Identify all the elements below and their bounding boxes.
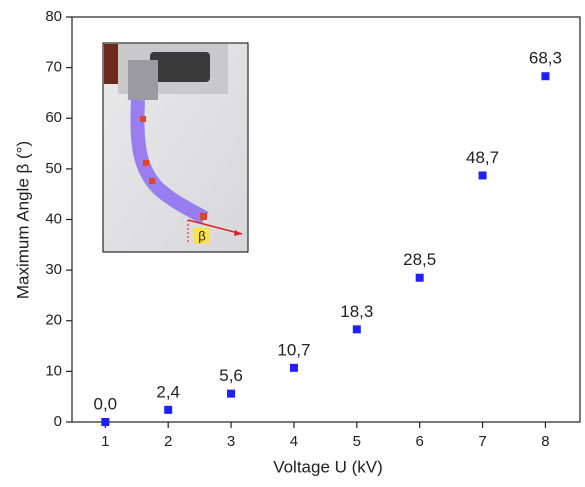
y-tick-label: 50: [45, 160, 62, 177]
x-tick-label: 5: [353, 433, 361, 450]
value-label: 10,7: [277, 340, 310, 359]
y-tick-label: 30: [45, 261, 62, 278]
value-label: 5,6: [219, 366, 243, 385]
point: [352, 325, 361, 334]
inset-photo: β: [102, 42, 249, 253]
x-tick-label: 8: [541, 433, 549, 450]
point: [478, 171, 487, 180]
x-tick-label: 1: [101, 433, 109, 450]
inset-label: β: [198, 228, 205, 243]
y-tick-label: 20: [45, 312, 62, 329]
point: [541, 72, 550, 81]
y-tick-label: 10: [45, 362, 62, 379]
y-tick-label: 60: [45, 109, 62, 126]
point: [289, 363, 298, 372]
y-tick-label: 70: [45, 59, 62, 76]
x-axis-label: Voltage U (kV): [273, 457, 383, 476]
value-label: 48,7: [466, 148, 499, 167]
value-label: 28,5: [403, 250, 436, 269]
y-tick-label: 40: [45, 210, 62, 227]
x-tick-label: 7: [478, 433, 486, 450]
point: [164, 405, 173, 414]
x-tick-label: 6: [416, 433, 424, 450]
value-label: 0,0: [94, 394, 118, 413]
point: [101, 418, 110, 426]
value-label: 2,4: [156, 382, 180, 401]
value-label: 68,3: [529, 49, 562, 68]
y-tick-label: 0: [54, 413, 62, 430]
value-label: 18,3: [340, 302, 373, 321]
y-tick-label: 80: [45, 8, 62, 25]
x-tick-label: 4: [290, 433, 298, 450]
point: [227, 389, 236, 398]
x-tick-label: 3: [227, 433, 235, 450]
x-tick-label: 2: [164, 433, 172, 450]
y-axis-label: Maximum Angle β (°): [13, 141, 32, 299]
point: [415, 273, 424, 282]
